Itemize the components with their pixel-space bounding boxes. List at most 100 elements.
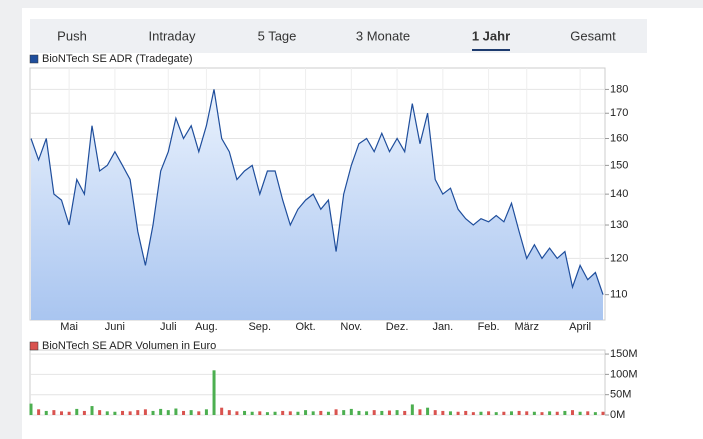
x-tick-label: März: [515, 321, 539, 333]
volume-bar: [494, 412, 498, 415]
y-tick-label: 150M: [610, 348, 638, 360]
volume-bar: [304, 410, 308, 415]
volume-bar: [479, 411, 483, 415]
volume-bar: [357, 410, 361, 415]
y-tick-label: 120: [610, 252, 628, 264]
volume-bar: [563, 410, 567, 415]
volume-bar: [586, 411, 590, 415]
tab-underline: [472, 49, 510, 51]
volume-bar: [433, 410, 437, 415]
volume-bar: [456, 411, 460, 415]
volume-bar: [197, 411, 201, 415]
y-tick-label: 150: [610, 159, 628, 171]
volume-bar: [319, 410, 323, 415]
volume-bar: [441, 410, 445, 415]
x-tick-label: Feb.: [478, 321, 500, 333]
y-tick-label: 170: [610, 107, 628, 119]
volume-bar: [75, 408, 79, 415]
y-tick-label: 0M: [610, 409, 625, 421]
volume-bar: [174, 408, 178, 415]
volume-bar: [67, 411, 71, 415]
volume-bar: [525, 411, 529, 415]
volume-bar: [578, 411, 582, 415]
y-tick-label: 50M: [610, 389, 631, 401]
volume-bar: [235, 411, 239, 415]
volume-bar: [273, 411, 277, 415]
volume-bar: [410, 404, 414, 415]
area: [31, 89, 603, 321]
volume-bar: [395, 410, 399, 415]
tab[interactable]: 3 Monate: [356, 28, 410, 43]
volume-bar: [509, 411, 513, 415]
volume-bar: [98, 410, 102, 415]
x-tick-label: Sep.: [248, 321, 271, 333]
x-tick-label: Juni: [105, 321, 125, 333]
volume-bar: [601, 411, 605, 415]
side-strip: [0, 0, 22, 439]
y-tick-label: 140: [610, 188, 628, 200]
volume-bar: [258, 411, 262, 415]
volume-bar: [334, 409, 338, 415]
legend-swatch: [29, 341, 39, 351]
volume-bar: [182, 410, 186, 415]
volume-bar: [90, 406, 94, 415]
volume-bar: [487, 411, 491, 415]
tab[interactable]: Intraday: [149, 28, 196, 43]
volume-bar: [44, 410, 48, 415]
top-strip: [22, 0, 703, 8]
tab[interactable]: Gesamt: [570, 28, 616, 43]
volume-bar: [296, 411, 300, 415]
tab-bar: [30, 19, 647, 53]
volume-bar: [128, 411, 132, 415]
volume-bar: [387, 410, 391, 415]
volume-bar: [121, 410, 125, 415]
volume-bar: [143, 409, 147, 415]
volume-bar: [159, 408, 163, 415]
x-tick-label: Nov.: [340, 321, 362, 333]
volume-bar: [570, 410, 574, 415]
tab[interactable]: 1 Jahr: [472, 28, 510, 43]
y-tick-label: 160: [610, 132, 628, 144]
x-tick-label: Juli: [160, 321, 177, 333]
price-line: [30, 89, 604, 295]
volume-bar: [250, 411, 254, 415]
volume-bar: [105, 411, 109, 415]
volume-bar: [372, 410, 376, 415]
volume-bar: [37, 409, 41, 415]
volume-bar: [189, 410, 193, 415]
volume-bar: [418, 409, 422, 415]
volume-bar: [166, 410, 170, 415]
volume-bar: [532, 411, 536, 415]
volume-bar: [548, 411, 552, 415]
volume-bar: [517, 410, 521, 415]
x-tick-label: Okt.: [295, 321, 315, 333]
volume-bar: [311, 411, 315, 415]
y-tick-label: 180: [610, 83, 628, 95]
volume-bar: [227, 410, 231, 415]
volume-bar: [464, 410, 468, 415]
volume-frame: [29, 349, 606, 416]
volume-bar: [204, 409, 208, 415]
tab[interactable]: 5 Tage: [258, 28, 297, 43]
volume-bar: [403, 410, 407, 415]
x-tick-label: Jan.: [432, 321, 453, 333]
volume-bar: [426, 407, 430, 415]
volume-bar: [212, 370, 216, 415]
x-tick-label: Dez.: [386, 321, 409, 333]
volume-bar: [243, 410, 247, 415]
legend-swatch: [29, 54, 39, 64]
volume-bar: [349, 408, 353, 415]
tab[interactable]: Push: [57, 28, 87, 43]
y-tick-label: 110: [610, 289, 628, 301]
volume-bar: [471, 412, 475, 415]
volume-bar: [281, 410, 285, 415]
volume-bar: [265, 412, 269, 415]
volume-bar: [136, 410, 140, 415]
x-tick-label: Mai: [60, 321, 78, 333]
volume-bar: [52, 410, 56, 415]
volume-bar: [220, 407, 224, 415]
legend-label: BioNTech SE ADR Volumen in Euro: [42, 340, 216, 352]
volume-bar: [502, 411, 506, 415]
volume-bar: [29, 403, 33, 415]
